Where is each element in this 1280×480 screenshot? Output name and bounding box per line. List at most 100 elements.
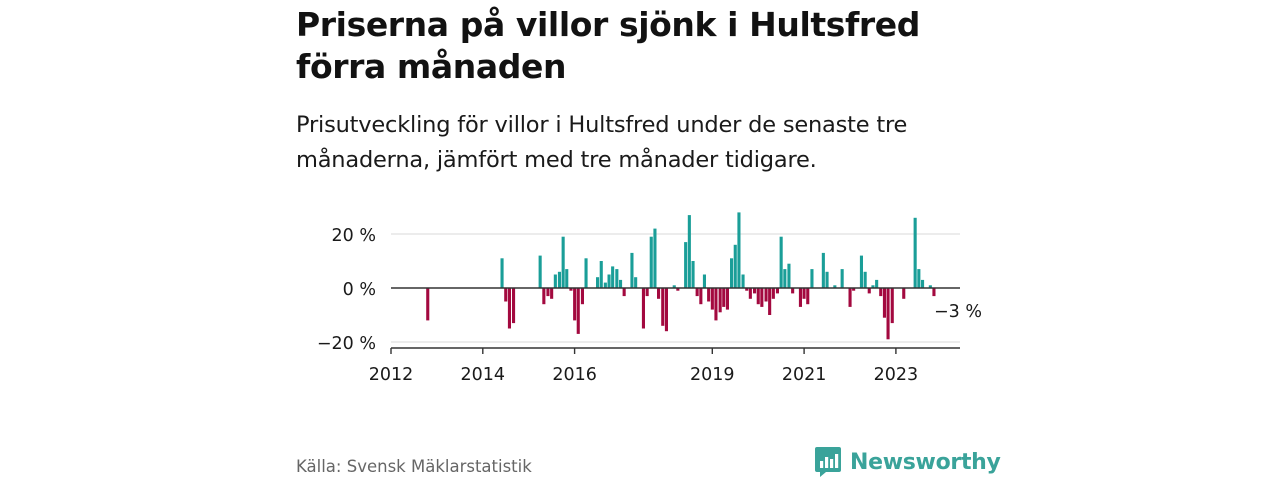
data-bar: [867, 288, 871, 294]
data-bar: [542, 288, 546, 305]
data-bar: [645, 288, 649, 297]
data-bar: [730, 258, 734, 288]
data-bar: [702, 274, 706, 288]
data-bar: [661, 288, 665, 326]
data-bar: [879, 288, 883, 297]
data-bar: [607, 274, 611, 288]
data-bar: [859, 255, 863, 288]
data-bar: [553, 274, 557, 288]
data-bar: [783, 269, 787, 288]
data-bar: [619, 279, 623, 288]
chart-title: Priserna på villor sjönk i Hultsfred för…: [296, 5, 921, 86]
x-tick-label: 2016: [552, 365, 597, 385]
chart-subtitle: Prisutveckling för villor i Hultsfred un…: [296, 112, 908, 173]
data-bar: [863, 271, 867, 288]
data-bar: [810, 269, 814, 288]
data-bar: [664, 288, 668, 332]
data-bar: [760, 288, 764, 307]
data-bar: [622, 288, 626, 297]
data-bar: [596, 277, 600, 288]
data-bar: [684, 242, 688, 288]
data-bar: [561, 236, 565, 288]
source-note: Källa: Svensk Mäklarstatistik: [296, 457, 532, 476]
data-bar: [764, 288, 768, 302]
data-bar: [852, 288, 856, 291]
data-bar: [917, 269, 921, 288]
x-tick-label: 2014: [461, 365, 506, 385]
data-bar: [565, 269, 569, 288]
data-bar: [848, 288, 852, 307]
x-tick-label: 2023: [874, 365, 919, 385]
data-bar: [821, 252, 825, 288]
data-bar: [768, 288, 772, 315]
data-bar: [630, 252, 634, 288]
data-bar: [825, 271, 829, 288]
data-bar: [500, 258, 504, 288]
data-bar: [741, 274, 745, 288]
x-tick-label: 2021: [782, 365, 827, 385]
data-bar: [580, 288, 584, 305]
data-bar: [569, 288, 573, 291]
data-bar: [779, 236, 783, 288]
data-bar: [771, 288, 775, 299]
data-bar: [512, 288, 516, 324]
data-bar: [928, 285, 932, 288]
data-bar: [798, 288, 802, 307]
y-tick-label: −20 %: [317, 334, 376, 354]
data-bar: [714, 288, 718, 321]
data-bar: [791, 288, 795, 294]
data-bar: [802, 288, 806, 299]
data-bar: [902, 288, 906, 299]
data-bar: [634, 277, 638, 288]
data-bar: [687, 215, 691, 288]
data-bar: [641, 288, 645, 329]
data-bar: [733, 244, 737, 288]
data-bar: [576, 288, 580, 334]
data-bar: [913, 217, 917, 288]
data-bar: [699, 288, 703, 305]
data-bar: [426, 288, 430, 321]
data-bar: [504, 288, 508, 302]
data-bar: [753, 288, 757, 294]
data-bar: [695, 288, 699, 297]
data-bar: [557, 271, 561, 288]
data-bar: [737, 212, 741, 288]
data-bar: [546, 288, 550, 297]
y-tick-label: 20 %: [332, 226, 376, 246]
data-bar: [775, 288, 779, 294]
data-bar: [722, 288, 726, 307]
data-bar: [921, 279, 925, 288]
x-tick-label: 2012: [369, 365, 414, 385]
data-bar: [875, 279, 879, 288]
data-bar: [756, 288, 760, 305]
data-bar: [710, 288, 714, 310]
x-tick-label: 2019: [690, 365, 735, 385]
data-bar: [507, 288, 511, 329]
data-bar: [657, 288, 661, 299]
last-value-label: −3 %: [934, 302, 982, 322]
data-bar: [886, 288, 890, 340]
data-bar: [718, 288, 722, 313]
data-bar: [615, 269, 619, 288]
data-bar: [806, 288, 810, 305]
data-bar: [748, 288, 752, 299]
data-bar: [890, 288, 894, 324]
data-bar: [573, 288, 577, 321]
bar-chart: 20 % 0 % −20 % 2012 2014 2016 2019 2021 2023 −3 %: [317, 212, 982, 385]
data-bar: [611, 266, 615, 288]
data-bar: [882, 288, 886, 318]
data-bar: [725, 288, 729, 310]
data-bar: [676, 288, 680, 291]
data-bar: [833, 285, 837, 288]
data-bar: [538, 255, 542, 288]
data-bar: [649, 236, 653, 288]
data-bar: [691, 261, 695, 288]
newsworthy-logo-icon: [815, 447, 841, 477]
data-bar: [787, 263, 791, 288]
newsworthy-brand-link[interactable]: Newsworthy: [814, 446, 1001, 478]
data-bar: [603, 282, 607, 288]
data-bar: [599, 261, 603, 288]
data-bar: [871, 285, 875, 288]
data-bar: [653, 228, 657, 288]
data-bar: [707, 288, 711, 302]
